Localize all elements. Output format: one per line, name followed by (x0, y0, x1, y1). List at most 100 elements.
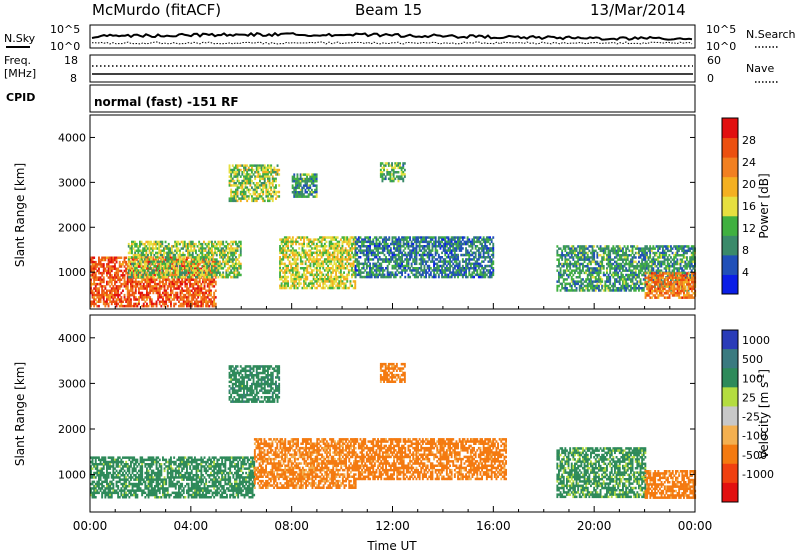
power-cell-1 (142, 253, 145, 257)
power-cell-1 (236, 269, 239, 272)
power-cell-1 (166, 264, 169, 268)
power-cell-1 (163, 260, 165, 263)
power-cell-0 (120, 291, 123, 295)
power-cell-1 (180, 253, 183, 257)
power-cell-0 (138, 300, 140, 303)
power-cell-3 (290, 264, 293, 268)
power-cell-0 (208, 304, 211, 308)
power-cell-1 (127, 267, 130, 270)
power-cell-3 (279, 269, 281, 272)
power-cell-6 (479, 236, 482, 239)
power-cell-2 (230, 173, 233, 176)
power-cell-6 (463, 240, 466, 244)
power-cell-1 (195, 269, 197, 272)
power-cell-2 (268, 186, 271, 189)
power-cell-3 (314, 258, 317, 261)
power-cell-1 (238, 273, 241, 277)
power-cell-1 (179, 267, 181, 270)
power-cell-6 (407, 236, 410, 239)
power-cell-2 (236, 193, 239, 196)
power-cell-0 (93, 256, 96, 259)
power-cell-7 (559, 267, 562, 270)
power-cell-2 (257, 173, 260, 176)
power-cell-1 (159, 249, 162, 252)
power-cell-6 (380, 267, 383, 270)
power-cell-6 (431, 256, 434, 259)
power-cell-6 (378, 256, 381, 259)
power-cell-0 (170, 293, 172, 297)
power-cell-7 (588, 273, 591, 277)
power-cell-1 (217, 240, 220, 244)
power-cell-3 (320, 275, 323, 279)
power-cell-1 (217, 242, 220, 246)
power-cell-6 (484, 242, 487, 246)
power-cell-6 (473, 275, 475, 279)
power-cell-0 (165, 278, 168, 281)
power-cell-3 (335, 264, 337, 268)
power-cell-1 (167, 267, 170, 270)
power-cell-1 (187, 249, 189, 252)
power-cell-2 (260, 175, 263, 178)
power-cell-6 (420, 253, 423, 257)
power-cell-6 (452, 273, 455, 277)
power-cell-2 (236, 177, 239, 181)
power-cell-1 (135, 245, 138, 248)
power-cell-6 (410, 264, 413, 268)
power-cell-0 (198, 289, 201, 292)
power-cell-2 (260, 164, 263, 167)
power-cell-1 (211, 258, 213, 261)
power-cell-6 (418, 273, 421, 277)
power-cell-6 (426, 251, 429, 255)
power-cell-6 (468, 262, 471, 266)
power-cell-0 (149, 298, 152, 301)
power-cell-4 (294, 186, 297, 190)
power-cell-1 (129, 245, 132, 248)
power-cell-7 (598, 262, 600, 266)
power-cell-6 (457, 242, 459, 246)
power-cell-3 (351, 264, 353, 268)
power-cell-2 (231, 179, 234, 183)
power-cell-1 (188, 260, 191, 263)
power-cell-7 (556, 284, 559, 288)
power-cell-0 (131, 267, 134, 270)
power-cell-6 (378, 267, 381, 270)
power-cell-0 (96, 287, 99, 290)
power-cell-1 (235, 258, 237, 261)
power-cell-6 (367, 245, 370, 248)
power-cell-7 (591, 260, 594, 264)
power-cell-0 (133, 302, 136, 306)
power-cell-1 (223, 260, 226, 263)
power-cell-0 (170, 302, 172, 306)
power-cell-0 (174, 280, 177, 284)
power-cell-3 (338, 267, 341, 270)
power-cell-3 (351, 251, 353, 255)
power-cell-2 (228, 166, 231, 170)
power-cell-6 (437, 273, 440, 277)
power-cell-1 (148, 245, 151, 248)
power-cell-2 (251, 195, 253, 198)
power-cell-0 (190, 265, 193, 268)
power-cell-3 (309, 267, 312, 270)
power-cell-0 (178, 300, 180, 303)
power-cell-0 (195, 271, 198, 275)
power-cell-0 (130, 300, 132, 303)
power-cell-7 (558, 278, 560, 281)
power-cell-6 (426, 253, 429, 257)
power-cell-3 (296, 275, 299, 279)
power-cell-1 (214, 247, 217, 250)
power-cell-1 (236, 275, 239, 279)
power-cell-2 (236, 195, 239, 198)
power-cell-3 (347, 249, 350, 252)
power-cell-6 (401, 260, 403, 263)
power-cell-0 (198, 300, 201, 303)
power-cell-7 (569, 260, 572, 264)
power-cell-6 (490, 247, 493, 250)
power-cell-0 (96, 304, 99, 308)
power-cell-0 (91, 271, 94, 275)
power-cell-6 (487, 256, 490, 259)
power-cell-3 (279, 249, 281, 252)
power-cell-0 (99, 280, 102, 284)
power-cell-6 (444, 245, 447, 248)
power-cell-3 (333, 253, 336, 257)
power-cell-7 (577, 256, 580, 259)
